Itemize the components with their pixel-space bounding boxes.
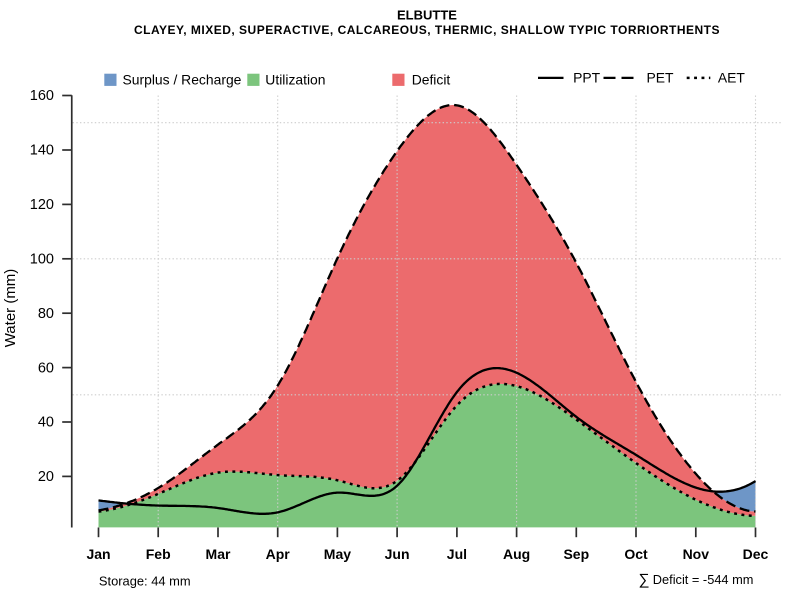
svg-text:AET: AET bbox=[718, 70, 746, 86]
svg-text:120: 120 bbox=[30, 197, 54, 213]
svg-text:Feb: Feb bbox=[146, 546, 171, 562]
svg-text:May: May bbox=[324, 546, 351, 562]
svg-text:Jan: Jan bbox=[86, 546, 110, 562]
svg-text:100: 100 bbox=[30, 252, 54, 268]
svg-text:Water (mm): Water (mm) bbox=[2, 269, 19, 348]
svg-text:PPT: PPT bbox=[573, 70, 601, 86]
svg-text:Jul: Jul bbox=[447, 546, 467, 562]
svg-text:Nov: Nov bbox=[683, 546, 710, 562]
svg-text:Oct: Oct bbox=[624, 546, 648, 562]
svg-text:Surplus / Recharge: Surplus / Recharge bbox=[123, 71, 242, 87]
svg-text:20: 20 bbox=[38, 469, 54, 485]
svg-text:160: 160 bbox=[30, 88, 54, 104]
svg-text:Utilization: Utilization bbox=[265, 71, 325, 87]
svg-text:PET: PET bbox=[647, 70, 675, 86]
svg-text:Deficit: Deficit bbox=[412, 71, 451, 87]
svg-text:140: 140 bbox=[30, 143, 54, 159]
svg-text:80: 80 bbox=[38, 306, 54, 322]
svg-text:CLAYEY, MIXED, SUPERACTIVE, CA: CLAYEY, MIXED, SUPERACTIVE, CALCAREOUS, … bbox=[134, 23, 720, 37]
svg-text:Deficit = -544 mm: Deficit = -544 mm bbox=[653, 572, 754, 587]
svg-text:Sep: Sep bbox=[563, 546, 589, 562]
svg-text:Dec: Dec bbox=[743, 546, 769, 562]
svg-text:60: 60 bbox=[38, 360, 54, 376]
svg-text:ELBUTTE: ELBUTTE bbox=[397, 7, 457, 22]
svg-text:Jun: Jun bbox=[385, 546, 410, 562]
svg-text:Apr: Apr bbox=[266, 546, 291, 562]
svg-text:Mar: Mar bbox=[206, 546, 231, 562]
svg-text:40: 40 bbox=[38, 415, 54, 431]
svg-text:Storage: 44 mm: Storage: 44 mm bbox=[99, 574, 191, 589]
svg-text:∑: ∑ bbox=[639, 572, 650, 589]
svg-text:Aug: Aug bbox=[503, 546, 530, 562]
